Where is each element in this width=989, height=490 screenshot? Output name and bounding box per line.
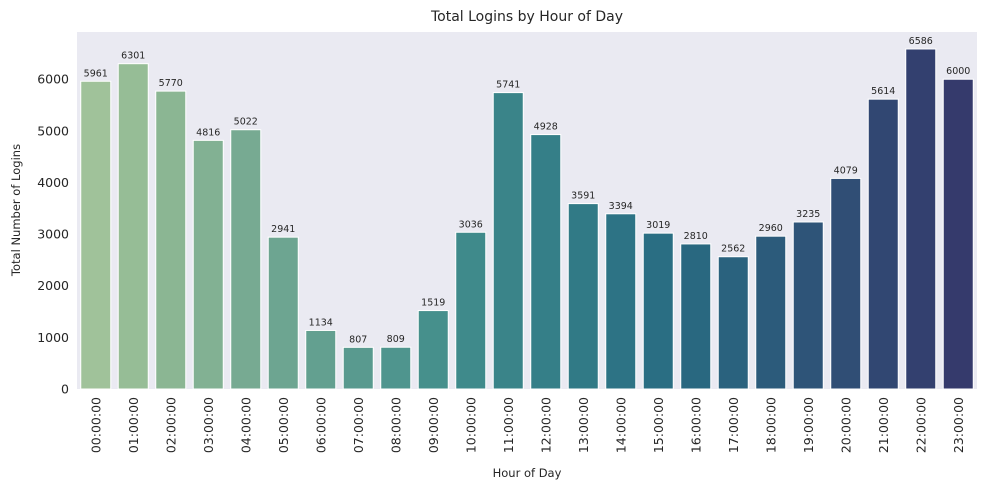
data-label-11: 5741 xyxy=(496,80,520,91)
data-label-1: 6301 xyxy=(121,51,145,62)
x-tick-label-8: 08:00:00 xyxy=(388,397,403,453)
x-tick-label-12: 12:00:00 xyxy=(538,397,553,453)
y-tick-label-5: 5000 xyxy=(37,123,69,138)
data-label-7: 807 xyxy=(349,334,367,345)
x-tick-label-11: 11:00:00 xyxy=(501,397,516,453)
data-label-8: 809 xyxy=(387,334,405,345)
bar-6 xyxy=(305,329,337,390)
bar-19 xyxy=(792,221,824,390)
data-label-12: 4928 xyxy=(534,122,558,133)
bar-15 xyxy=(642,232,674,390)
data-label-9: 1519 xyxy=(421,298,445,309)
data-label-13: 3591 xyxy=(571,191,595,202)
bar-14 xyxy=(605,213,637,390)
bar-10 xyxy=(455,231,487,390)
data-label-3: 4816 xyxy=(196,127,220,138)
bar-22 xyxy=(905,48,937,390)
bar-13 xyxy=(567,203,599,390)
x-tick-label-0: 00:00:00 xyxy=(88,397,103,453)
bar-18 xyxy=(755,235,787,390)
x-tick-label-21: 21:00:00 xyxy=(876,397,891,453)
data-label-2: 5770 xyxy=(159,78,183,89)
x-tick-label-20: 20:00:00 xyxy=(838,397,853,453)
x-tick-label-19: 19:00:00 xyxy=(801,397,816,453)
data-label-20: 4079 xyxy=(834,165,858,176)
bar-11 xyxy=(492,92,524,390)
bar-16 xyxy=(680,243,712,390)
data-label-21: 5614 xyxy=(871,86,895,97)
x-tick-label-2: 02:00:00 xyxy=(163,397,178,453)
x-tick-label-22: 22:00:00 xyxy=(913,397,928,453)
y-tick-label-0: 0 xyxy=(61,382,69,397)
data-label-17: 2562 xyxy=(721,244,745,255)
x-tick-label-17: 17:00:00 xyxy=(726,397,741,453)
data-label-6: 1134 xyxy=(309,317,333,328)
data-label-19: 3235 xyxy=(796,209,820,220)
x-tick-label-18: 18:00:00 xyxy=(763,397,778,453)
x-tick-label-16: 16:00:00 xyxy=(688,397,703,453)
bar-5 xyxy=(267,236,299,390)
x-tick-label-6: 06:00:00 xyxy=(313,397,328,453)
x-tick-label-13: 13:00:00 xyxy=(576,397,591,453)
data-label-5: 2941 xyxy=(271,224,295,235)
bar-1 xyxy=(117,63,149,390)
x-tick-label-1: 01:00:00 xyxy=(126,397,141,453)
x-tick-label-10: 10:00:00 xyxy=(463,397,478,453)
bar-7 xyxy=(342,346,374,390)
x-tick-label-4: 04:00:00 xyxy=(238,397,253,453)
data-label-14: 3394 xyxy=(609,201,633,212)
y-tick-label-2: 2000 xyxy=(37,278,69,293)
plot-area xyxy=(77,32,977,389)
bar-17 xyxy=(717,256,749,390)
data-label-0: 5961 xyxy=(84,68,108,79)
data-label-18: 2960 xyxy=(759,223,783,234)
bar-21 xyxy=(867,98,899,390)
x-tick-label-14: 14:00:00 xyxy=(613,397,628,453)
x-tick-label-5: 05:00:00 xyxy=(276,397,291,453)
x-tick-label-9: 09:00:00 xyxy=(426,397,441,453)
bar-4 xyxy=(230,129,262,390)
bar-8 xyxy=(380,346,412,390)
bar-12 xyxy=(530,134,562,390)
y-tick-label-6: 6000 xyxy=(37,72,69,87)
data-label-4: 5022 xyxy=(234,117,258,128)
x-tick-label-7: 07:00:00 xyxy=(351,397,366,453)
data-label-10: 3036 xyxy=(459,219,483,230)
x-tick-label-23: 23:00:00 xyxy=(951,397,966,453)
y-axis-label: Total Number of Logins xyxy=(9,144,23,277)
bar-2 xyxy=(155,90,187,390)
chart-title: Total Logins by Hour of Day xyxy=(430,9,623,25)
bar-3 xyxy=(192,139,224,390)
data-label-15: 3019 xyxy=(646,220,670,231)
x-tick-label-15: 15:00:00 xyxy=(651,397,666,453)
bar-9 xyxy=(417,310,449,390)
data-label-23: 6000 xyxy=(946,66,970,77)
y-tick-label-1: 1000 xyxy=(37,330,69,345)
x-tick-label-3: 03:00:00 xyxy=(201,397,216,453)
y-tick-label-4: 4000 xyxy=(37,175,69,190)
bar-23 xyxy=(942,78,974,390)
bar-20 xyxy=(830,177,862,390)
data-label-16: 2810 xyxy=(684,231,708,242)
x-axis-label: Hour of Day xyxy=(493,466,562,480)
data-label-22: 6586 xyxy=(909,36,933,47)
bar-0 xyxy=(80,80,112,390)
y-tick-label-3: 3000 xyxy=(37,227,69,242)
